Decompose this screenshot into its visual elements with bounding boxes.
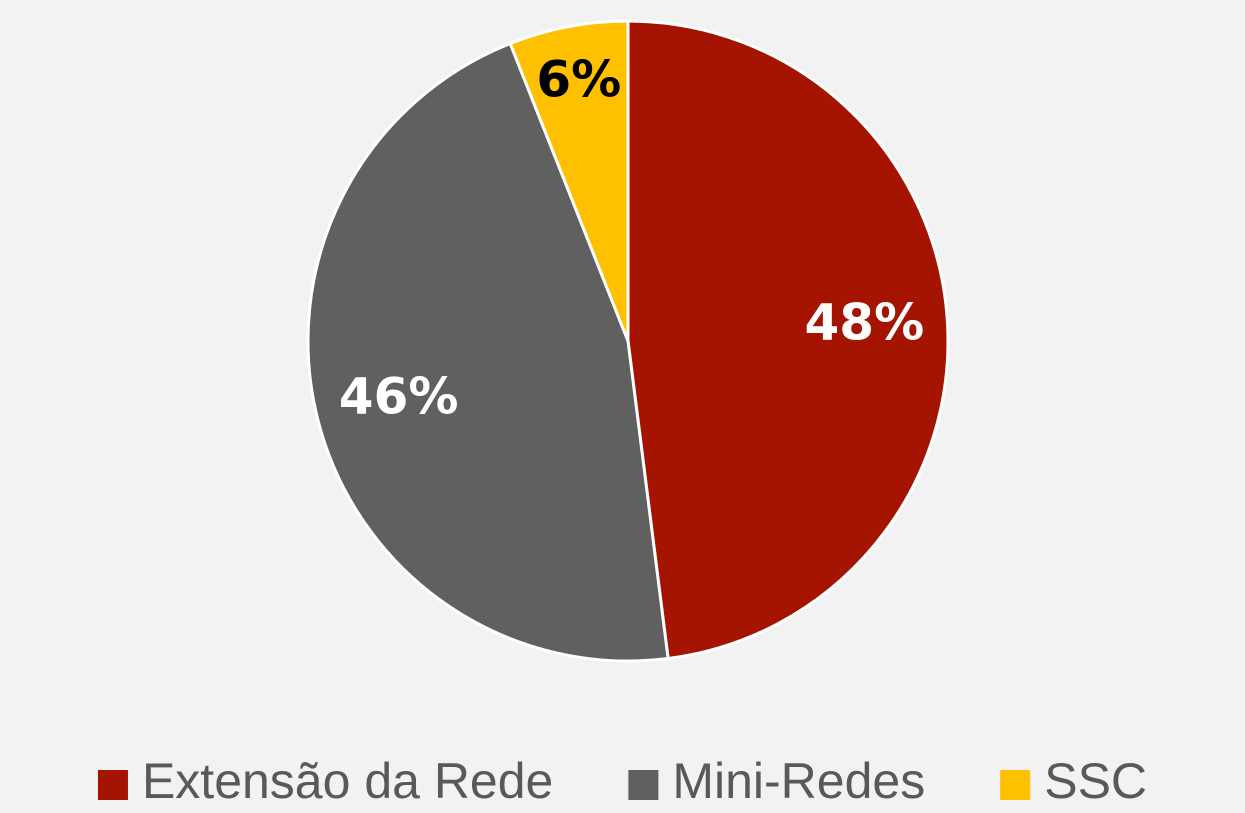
pie-slice [626,19,950,661]
legend-swatch [1000,770,1031,800]
legend-label: Mini-Redes [672,753,925,809]
pie-slice [306,41,670,663]
legend-label: SSC [1044,753,1147,809]
data-label: 48% [804,294,924,352]
pie-slice [508,19,630,342]
legend-swatch [97,770,128,800]
legend-label: Extensão da Rede [142,753,553,809]
data-label: 6% [536,51,621,109]
data-label: 46% [339,367,459,425]
legend-swatch [628,770,659,800]
